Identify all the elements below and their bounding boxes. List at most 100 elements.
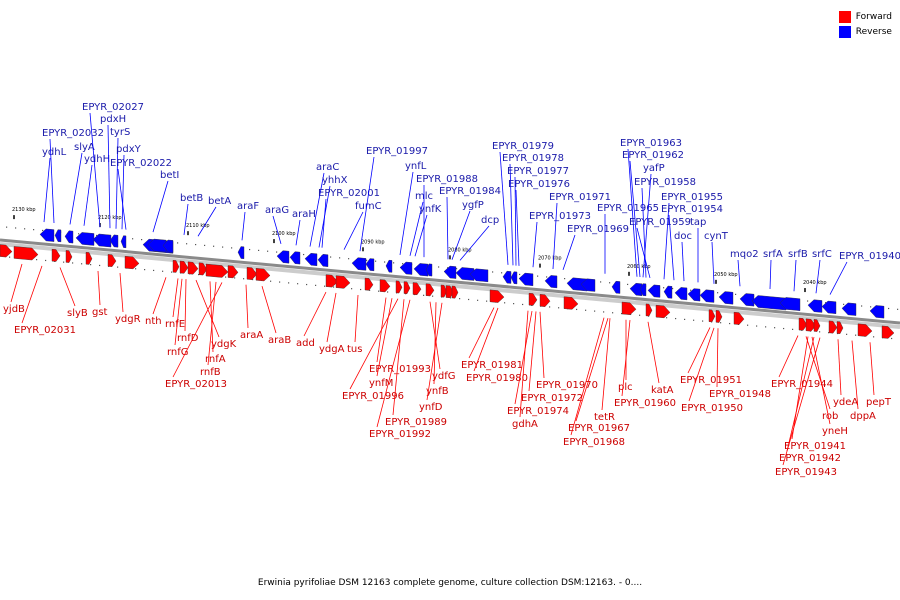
minor-dot [549,306,551,308]
minor-dot [258,249,260,251]
minor-dot [306,283,308,286]
forward-gene-arrow [805,318,817,332]
reverse-gene-label: EPYR_01962 [622,150,684,161]
reverse-gene-label: fumC [355,201,382,212]
forward-leader-line [376,298,393,377]
forward-leader-line [514,310,533,405]
reverse-gene-arrow [580,278,596,292]
minor-dot [222,246,224,248]
reverse-gene-label: betA [208,196,231,207]
forward-gene-arrow [51,248,61,262]
minor-dot [609,282,611,284]
forward-gene-label: EPYR_01970 [536,380,598,391]
tick-label: 2100 kbp [272,231,296,237]
minor-dot [828,332,830,334]
minor-dot [792,328,794,330]
minor-dot [846,333,848,335]
forward-leader-line [97,271,101,306]
minor-dot [603,311,605,313]
reverse-leader-line [152,180,169,233]
forward-gene-label: rnfG [167,347,189,358]
forward-gene-arrow [395,280,403,294]
reverse-gene-label: EPYR_01976 [508,179,570,190]
minor-dot [501,272,503,274]
forward-gene-arrow [255,268,271,282]
forward-gene-label: EPYR_01968 [563,437,625,448]
reverse-leader-line [815,259,821,294]
tick-label: 2090 kbp [361,239,385,245]
forward-gene-label: gdhA [512,419,538,430]
reverse-gene-arrow [469,268,489,283]
reverse-leader-line [663,202,670,280]
forward-leader-line [851,340,859,410]
forward-leader-line [349,298,399,390]
reverse-gene-label: betB [180,193,203,204]
forward-leader-line [473,307,499,372]
reverse-leader-line [117,168,127,230]
reverse-leader-line [641,187,647,278]
axis-shadow [0,242,900,329]
minor-dot [15,227,17,229]
minor-dot [153,269,155,272]
reverse-gene-arrow [351,257,367,271]
reverse-gene-arrow [779,297,801,311]
minor-dot [468,298,470,301]
reverse-gene-arrow [54,229,62,243]
reverse-gene-label: EPYR_02032 [42,128,104,139]
reverse-gene-label: EPYR_01963 [620,138,682,149]
forward-gene-arrow [708,309,716,323]
forward-leader-line [426,302,443,401]
minor-dot [369,289,371,291]
minor-dot [663,287,665,289]
forward-leader-line [326,292,337,343]
reverse-gene-arrow [611,280,621,294]
reverse-gene-arrow [365,258,375,272]
reverse-gene-label: EPYR_01977 [507,166,569,177]
minor-dot [585,309,587,311]
minor-dot [747,324,749,326]
reverse-gene-label: mqo2 [730,249,759,260]
minor-dot [897,308,899,310]
reverse-gene-label: EPYR_01988 [416,174,478,185]
forward-gene-label: pepT [866,397,892,408]
reverse-gene-label: EPYR_01958 [634,177,696,188]
forward-gene-label: EPYR_02013 [165,379,227,390]
forward-leader-line [172,278,179,318]
minor-dot [213,245,215,247]
minor-dot [99,264,101,267]
reverse-gene-arrow [385,259,393,273]
forward-gene-label: araB [268,335,291,346]
reverse-gene-arrow [237,246,245,259]
forward-leader-line [184,279,187,332]
minor-dot [477,299,479,301]
reverse-gene-arrow [162,239,174,253]
reverse-leader-line [321,198,327,248]
tick-label: 2110 kbp [186,223,210,229]
minor-dot [45,259,47,262]
reverse-gene-label: doc [674,231,692,242]
reverse-gene-label: ygfP [462,200,484,211]
minor-dot [141,239,143,241]
reverse-gene-arrow [443,265,457,279]
forward-gene-label: tus [347,344,362,355]
reverse-gene-arrow [289,251,301,265]
minor-dot [873,336,875,338]
forward-gene-label: EPYR_01960 [614,398,676,409]
forward-leader-line [778,335,799,378]
minor-dot [9,256,11,258]
forward-gene-arrow [124,255,140,270]
reverse-leader-line [197,206,217,237]
minor-dot [612,312,614,314]
minor-dot [720,322,722,324]
minor-dot [135,268,137,270]
forward-gene-arrow [715,310,723,323]
reverse-gene-label: slyA [74,142,95,153]
reverse-leader-line [43,157,51,223]
forward-gene-arrow [645,303,653,317]
forward-leader-line [245,284,249,329]
forward-gene-arrow [85,251,93,265]
reverse-gene-label: araG [265,205,289,216]
reverse-gene-arrow [502,270,512,284]
minor-dot [888,307,890,310]
